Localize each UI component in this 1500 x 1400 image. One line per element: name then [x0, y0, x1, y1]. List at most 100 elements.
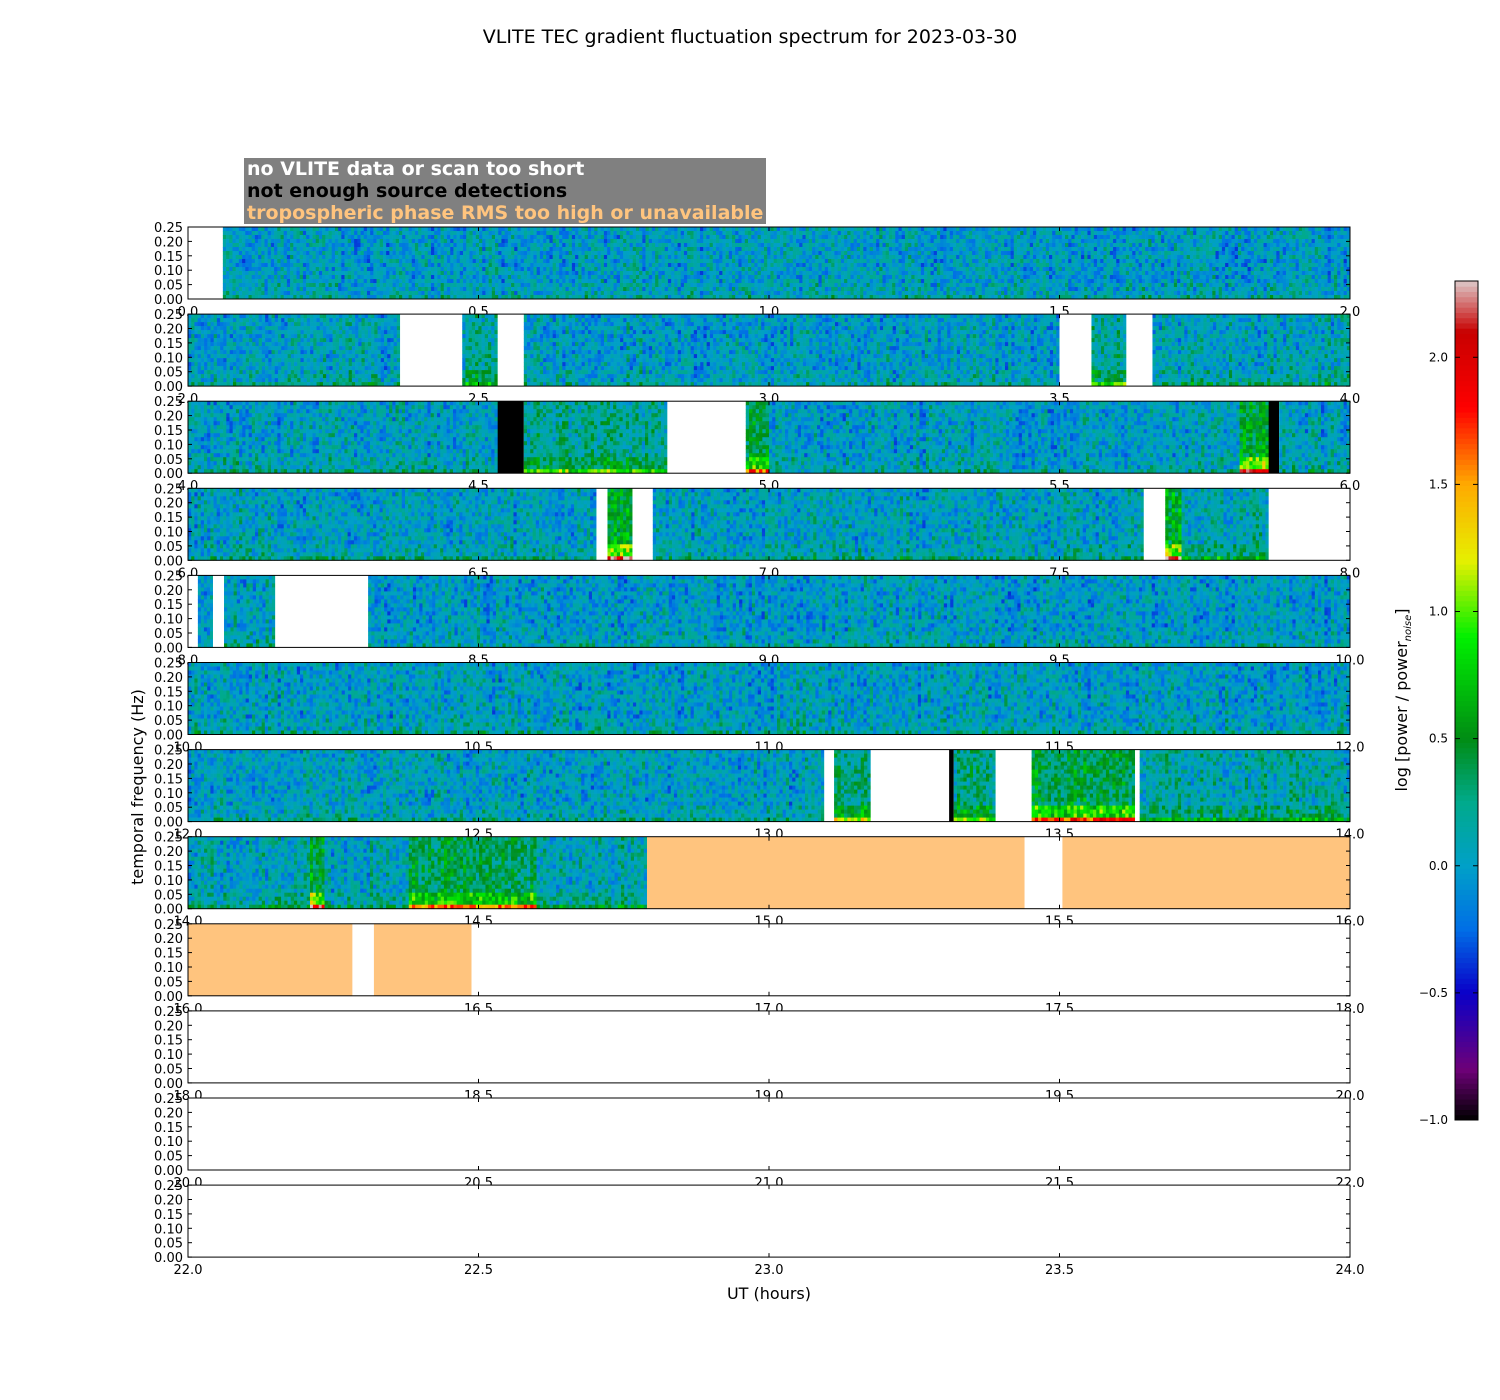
- spectrum-cell: [264, 263, 269, 268]
- spectrum-cell: [334, 267, 339, 272]
- spectrum-cell: [338, 251, 342, 256]
- spectrum-cell: [895, 231, 899, 236]
- spectrum-cell: [312, 271, 317, 276]
- spectrum-cell: [302, 247, 307, 252]
- spectrum-cell: [261, 263, 265, 268]
- spectrum-cell: [703, 243, 707, 248]
- spectrum-cell: [229, 243, 233, 248]
- spectrum-cell: [498, 295, 502, 300]
- spectrum-cell: [619, 231, 624, 236]
- spectrum-cell: [885, 287, 890, 292]
- spectrum-cell: [463, 295, 467, 300]
- spectrum-cell: [693, 291, 698, 296]
- spectrum-cell: [594, 295, 598, 300]
- spectrum-cell: [860, 259, 864, 264]
- spectrum-cell: [267, 239, 272, 244]
- spectrum-cell: [571, 251, 576, 256]
- spectrum-cell: [639, 235, 643, 240]
- spectrum-cell: [543, 231, 547, 236]
- spectrum-cell: [978, 287, 983, 292]
- spectrum-cell: [882, 283, 887, 288]
- spectrum-cell: [328, 243, 333, 248]
- spectrum-cell: [792, 235, 797, 240]
- spectrum-cell: [879, 263, 883, 268]
- spectrum-cell: [773, 275, 778, 280]
- spectrum-cell: [911, 287, 915, 292]
- spectrum-cell: [431, 255, 435, 260]
- spectrum-cell: [930, 255, 935, 260]
- spectrum-cell: [882, 227, 887, 232]
- spectrum-cell: [613, 235, 618, 240]
- spectrum-cell: [658, 279, 662, 284]
- spectrum-cell: [267, 291, 272, 296]
- spectrum-cell: [936, 271, 941, 276]
- spectrum-cell: [949, 259, 954, 264]
- spectrum-cell: [789, 247, 794, 252]
- spectrum-cell: [600, 295, 605, 300]
- spectrum-cell: [1042, 247, 1047, 252]
- spectrum-cell: [1032, 255, 1037, 260]
- spectrum-cell: [869, 227, 874, 232]
- spectrum-cell: [818, 279, 822, 284]
- spectrum-cell: [555, 235, 560, 240]
- spectrum-cell: [805, 283, 810, 288]
- spectrum-cell: [728, 267, 733, 272]
- spectrum-cell: [821, 235, 826, 240]
- spectrum-cell: [507, 235, 512, 240]
- spectrum-cell: [338, 263, 342, 268]
- spectrum-cell: [635, 231, 640, 236]
- spectrum-cell: [616, 263, 621, 268]
- spectrum-cell: [1052, 267, 1056, 272]
- spectrum-cell: [395, 247, 400, 252]
- spectrum-cell: [325, 259, 329, 264]
- spectrum-cell: [1029, 259, 1034, 264]
- spectrum-cell: [863, 287, 867, 292]
- spectrum-cell: [1000, 275, 1005, 280]
- spectrum-cell: [290, 267, 294, 272]
- spectrum-cell: [786, 287, 790, 292]
- spectrum-cell: [613, 247, 618, 252]
- spectrum-cell: [296, 263, 301, 268]
- spectrum-cell: [312, 275, 317, 280]
- spectrum-cell: [555, 251, 560, 256]
- spectrum-cell: [603, 243, 608, 248]
- spectrum-cell: [1081, 255, 1085, 260]
- spectrum-cell: [908, 279, 912, 284]
- spectrum-cell: [664, 251, 669, 256]
- spectrum-cell: [427, 247, 432, 252]
- spectrum-cell: [559, 283, 563, 288]
- spectrum-cell: [459, 231, 464, 236]
- spectrum-cell: [261, 251, 265, 256]
- spectrum-cell: [270, 283, 275, 288]
- spectrum-cell: [280, 247, 285, 252]
- spectrum-cell: [613, 243, 618, 248]
- spectrum-cell: [981, 267, 986, 272]
- spectrum-cell: [1055, 279, 1059, 284]
- spectrum-cell: [414, 279, 419, 284]
- spectrum-cell: [568, 255, 573, 260]
- spectrum-cell: [799, 243, 803, 248]
- spectrum-cell: [597, 247, 602, 252]
- spectrum-cell: [770, 243, 774, 248]
- spectrum-cell: [699, 251, 704, 256]
- spectrum-cell: [757, 295, 762, 300]
- spectrum-cell: [1004, 291, 1008, 296]
- spectrum-cell: [799, 231, 803, 236]
- spectrum-cell: [853, 231, 858, 236]
- spectrum-cell: [815, 255, 819, 260]
- spectrum-cell: [956, 267, 960, 272]
- spectrum-cell: [447, 279, 451, 284]
- spectrum-cell: [370, 267, 374, 272]
- spectrum-cell: [1090, 259, 1095, 264]
- spectrum-cell: [242, 259, 246, 264]
- spectrum-cell: [309, 235, 313, 240]
- spectrum-cell: [1013, 295, 1018, 300]
- spectrum-cell: [274, 271, 278, 276]
- spectrum-cell: [828, 251, 832, 256]
- spectrum-cell: [507, 283, 512, 288]
- spectrum-cell: [408, 283, 413, 288]
- spectrum-cell: [517, 263, 521, 268]
- spectrum-cell: [847, 263, 851, 268]
- spectrum-cell: [639, 283, 643, 288]
- spectrum-cell: [789, 235, 794, 240]
